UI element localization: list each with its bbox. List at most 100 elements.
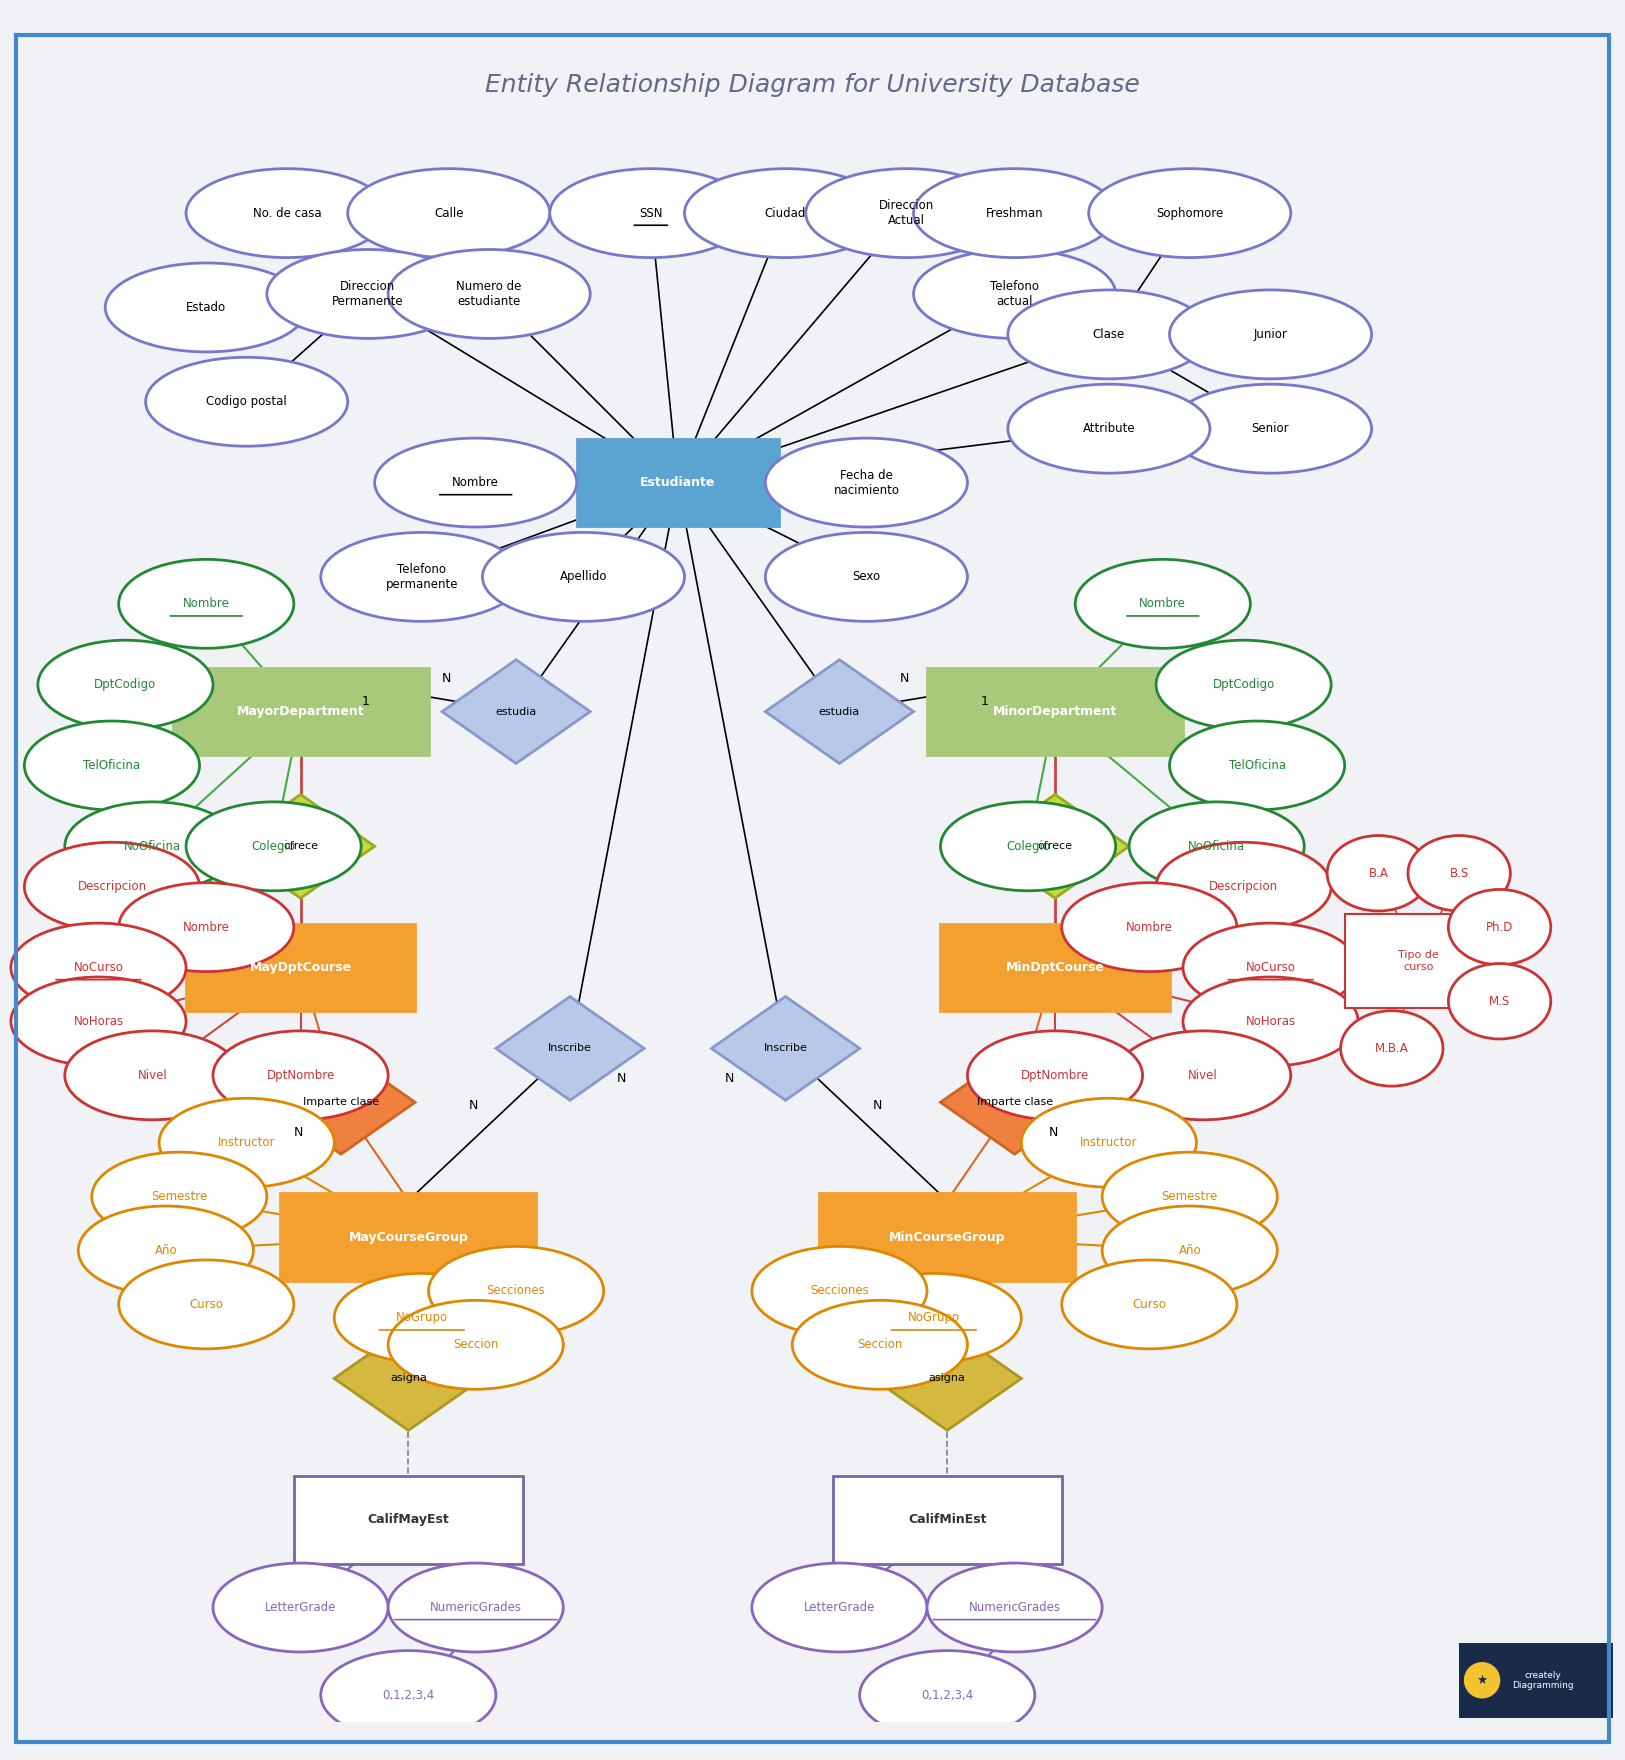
Text: Curso: Curso	[1133, 1297, 1167, 1311]
Ellipse shape	[684, 169, 887, 257]
Text: NumericGrades: NumericGrades	[429, 1602, 522, 1614]
Text: NoOficina: NoOficina	[1188, 840, 1245, 854]
Text: MayDptCourse: MayDptCourse	[250, 961, 351, 973]
Ellipse shape	[1129, 803, 1305, 891]
Ellipse shape	[37, 641, 213, 729]
FancyBboxPatch shape	[172, 667, 429, 755]
Text: Junior: Junior	[1253, 327, 1287, 341]
Text: CalifMinEst: CalifMinEst	[908, 1514, 986, 1526]
FancyBboxPatch shape	[294, 1477, 523, 1563]
Text: ★: ★	[1477, 1674, 1488, 1686]
Ellipse shape	[388, 250, 590, 338]
Text: asigna: asigna	[390, 1373, 427, 1383]
Text: N: N	[1048, 1126, 1058, 1139]
Text: Tipo de
curso: Tipo de curso	[1399, 950, 1440, 972]
Text: NoGrupo: NoGrupo	[396, 1311, 449, 1324]
Ellipse shape	[483, 533, 684, 621]
Text: DptCodigo: DptCodigo	[1212, 678, 1274, 692]
Ellipse shape	[1008, 290, 1211, 378]
Ellipse shape	[806, 169, 1008, 257]
Text: M.S: M.S	[1488, 994, 1510, 1008]
Ellipse shape	[429, 1246, 603, 1336]
Ellipse shape	[1183, 977, 1358, 1067]
Text: Inscribe: Inscribe	[548, 1044, 592, 1054]
FancyBboxPatch shape	[941, 924, 1170, 1012]
Text: Entity Relationship Diagram for University Database: Entity Relationship Diagram for Universi…	[486, 74, 1139, 97]
Ellipse shape	[348, 169, 549, 257]
Ellipse shape	[388, 1563, 564, 1653]
Text: MinorDepartment: MinorDepartment	[993, 706, 1116, 718]
Ellipse shape	[1170, 290, 1372, 378]
Ellipse shape	[266, 250, 470, 338]
Ellipse shape	[752, 1246, 926, 1336]
Text: Inscribe: Inscribe	[764, 1044, 808, 1054]
Ellipse shape	[213, 1031, 388, 1119]
Text: Nombre: Nombre	[1139, 597, 1186, 611]
Ellipse shape	[1102, 1206, 1277, 1295]
Text: No. de casa: No. de casa	[254, 206, 322, 220]
Text: Instructor: Instructor	[218, 1137, 275, 1149]
Polygon shape	[712, 996, 860, 1100]
Text: N: N	[470, 1098, 478, 1112]
Ellipse shape	[860, 1651, 1035, 1739]
Text: Nivel: Nivel	[138, 1068, 167, 1082]
Text: ofrece: ofrece	[1037, 841, 1072, 852]
FancyBboxPatch shape	[577, 438, 778, 526]
Ellipse shape	[1170, 722, 1344, 810]
Ellipse shape	[1089, 169, 1290, 257]
Ellipse shape	[1155, 843, 1331, 931]
FancyBboxPatch shape	[1344, 913, 1493, 1008]
Ellipse shape	[119, 560, 294, 648]
Text: TelOficina: TelOficina	[1228, 759, 1285, 773]
Text: Nombre: Nombre	[1126, 920, 1173, 933]
Text: N: N	[442, 672, 452, 685]
Text: Direccion
Permanente: Direccion Permanente	[332, 280, 403, 308]
Ellipse shape	[1170, 384, 1372, 473]
Text: M.B.A: M.B.A	[1375, 1042, 1409, 1054]
Ellipse shape	[320, 533, 523, 621]
Ellipse shape	[765, 533, 967, 621]
Text: Nombre: Nombre	[182, 597, 229, 611]
Text: Sexo: Sexo	[853, 570, 881, 583]
Polygon shape	[496, 996, 644, 1100]
Ellipse shape	[1102, 1153, 1277, 1241]
Ellipse shape	[119, 1260, 294, 1348]
Text: Apellido: Apellido	[559, 570, 608, 583]
FancyBboxPatch shape	[281, 1193, 536, 1281]
Text: Imparte clase: Imparte clase	[302, 1096, 379, 1107]
Ellipse shape	[159, 1098, 335, 1188]
Ellipse shape	[65, 803, 240, 891]
Text: Direccion
Actual: Direccion Actual	[879, 199, 934, 227]
Text: Freshman: Freshman	[986, 206, 1043, 220]
Polygon shape	[335, 1327, 483, 1431]
Ellipse shape	[11, 977, 185, 1067]
Ellipse shape	[375, 438, 577, 526]
Ellipse shape	[1061, 1260, 1237, 1348]
Ellipse shape	[185, 169, 388, 257]
Polygon shape	[982, 794, 1129, 898]
Text: Semestre: Semestre	[151, 1190, 208, 1204]
Text: Sophomore: Sophomore	[1155, 206, 1224, 220]
Ellipse shape	[847, 1274, 1022, 1362]
Polygon shape	[941, 1051, 1089, 1155]
Text: Colegio: Colegio	[252, 840, 296, 854]
Ellipse shape	[11, 922, 185, 1012]
Ellipse shape	[752, 1563, 926, 1653]
Text: Ph.D: Ph.D	[1485, 920, 1513, 933]
Polygon shape	[442, 660, 590, 764]
Text: Imparte clase: Imparte clase	[977, 1096, 1053, 1107]
Text: MayCourseGroup: MayCourseGroup	[348, 1230, 468, 1244]
Text: ofrece: ofrece	[283, 841, 318, 852]
Ellipse shape	[941, 803, 1116, 891]
Text: Clase: Clase	[1092, 327, 1124, 341]
Text: NoHoras: NoHoras	[73, 1016, 124, 1028]
Ellipse shape	[106, 262, 307, 352]
Ellipse shape	[1448, 889, 1550, 964]
Text: Seccion: Seccion	[453, 1338, 499, 1352]
Text: Fecha de
nacimiento: Fecha de nacimiento	[834, 468, 899, 496]
Ellipse shape	[765, 438, 967, 526]
Ellipse shape	[78, 1206, 254, 1295]
Ellipse shape	[913, 250, 1116, 338]
Text: DptCodigo: DptCodigo	[94, 678, 156, 692]
Text: TelOficina: TelOficina	[83, 759, 140, 773]
